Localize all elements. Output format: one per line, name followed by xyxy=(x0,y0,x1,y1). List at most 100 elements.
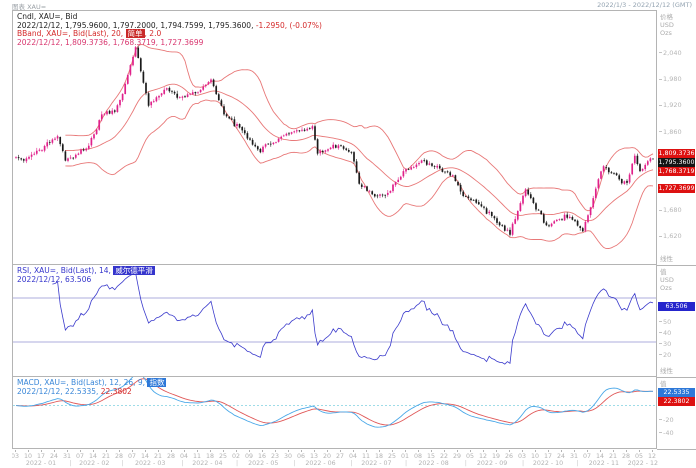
time-axis-tick xyxy=(470,450,471,452)
day-label: 27 xyxy=(335,453,344,460)
time-axis-tick xyxy=(639,450,640,452)
day-label: 19 xyxy=(491,453,500,460)
price-axis-value-badge: 1,795.3600 xyxy=(658,157,695,167)
month-separator: | xyxy=(69,460,72,467)
time-axis-tick xyxy=(379,450,380,452)
month-label: 2022 - 07 xyxy=(361,460,392,467)
month-label: 2022 - 06 xyxy=(305,460,336,467)
panel-divider xyxy=(657,377,696,378)
month-label: 2022 - 11 xyxy=(588,460,620,467)
price-axis-scale-label: 线性 xyxy=(660,255,673,263)
month-separator: | xyxy=(633,460,636,467)
date-range-label: 2022/1/3 - 2022/12/12 (GMT) xyxy=(597,1,692,9)
price-axis-tick-label: 1,620 xyxy=(659,232,682,240)
panel-divider xyxy=(657,265,696,266)
day-label: 31 xyxy=(62,453,71,460)
day-label: 21 xyxy=(101,453,110,460)
time-axis-tick xyxy=(223,450,224,452)
month-label: 2022 - 12 xyxy=(627,460,659,467)
time-axis-tick xyxy=(80,450,81,452)
day-label: 14 xyxy=(88,453,97,460)
macd-axis-value-badge: 22.5335 xyxy=(658,387,695,397)
time-axis-tick xyxy=(119,450,120,452)
rsi-legend: RSI, XAU=, Bid(Last), 14, 威尔德平滑 2022/12/… xyxy=(17,266,155,284)
time-axis-tick xyxy=(418,450,419,452)
time-axis-tick xyxy=(405,450,406,452)
time-axis-tick xyxy=(496,450,497,452)
bband-legend-title[interactable]: BBand, XAU=, Bid(Last), 20, 简单, 2.0 xyxy=(17,29,162,38)
time-axis-tick xyxy=(171,450,172,452)
rsi-axis-tick-label: 40 xyxy=(659,329,671,337)
day-label: 10 xyxy=(530,453,539,460)
rsi-panel[interactable]: RSI, XAU=, Bid(Last), 14, 威尔德平滑 2022/12/… xyxy=(12,265,657,377)
time-axis-tick xyxy=(613,450,614,452)
day-label: 28 xyxy=(166,453,175,460)
month-label: 2022 - 04 xyxy=(192,460,223,467)
day-label: 20 xyxy=(322,453,331,460)
price-axis-value-badge: 1,809.3736 xyxy=(658,148,695,158)
time-axis-tick xyxy=(314,450,315,452)
price-axis-tick-label: 1,860 xyxy=(659,128,682,136)
month-separator: | xyxy=(293,460,296,467)
month-separator: | xyxy=(405,460,408,467)
day-label: 11 xyxy=(192,453,201,460)
macd-axis[interactable]: 值 22.5335 22.3802 -20 -40 xyxy=(658,378,696,448)
rsi-legend-values[interactable]: 2022/12/12, 63.506 xyxy=(17,274,92,284)
macd-legend-values[interactable]: 2022/12/12, 22.5335, 22.3802 xyxy=(17,386,132,396)
time-axis-tick xyxy=(483,450,484,452)
bband-legend-values[interactable]: 2022/12/12, 1,809.3736, 1,768.3719, 1,72… xyxy=(17,37,204,47)
month-separator: | xyxy=(121,460,124,467)
time-axis-tick xyxy=(444,450,445,452)
time-axis-tick xyxy=(41,450,42,452)
time-axis-tick xyxy=(132,450,133,452)
day-label: 22 xyxy=(439,453,448,460)
rsi-axis-tick-label: 50 xyxy=(659,318,671,326)
macd-axis-caption: 值 xyxy=(660,380,667,388)
time-axis-tick xyxy=(249,450,250,452)
macd-legend: MACD, XAU=, Bid(Last), 12, 26, 9, 指数 202… xyxy=(17,378,167,396)
price-axis[interactable]: 价格 USD Ozs 线性 1,809.3736 1,795.3600 1,768.… xyxy=(658,11,696,264)
day-label: 14 xyxy=(595,453,604,460)
day-label: 08 xyxy=(413,453,422,460)
price-axis-value-badge: 1,727.3699 xyxy=(658,184,695,194)
price-chart-canvas[interactable] xyxy=(13,11,656,264)
time-axis-tick xyxy=(158,450,159,452)
candle-legend-title[interactable]: Cndl, XAU=, Bid xyxy=(17,12,78,21)
day-label: 17 xyxy=(36,453,45,460)
month-separator: | xyxy=(464,460,467,467)
rsi-axis[interactable]: 值 USD Ozs 线性 63.506 50 40 30 20 xyxy=(658,266,696,376)
price-panel[interactable]: Cndl, XAU=, Bid 2022/12/12, 1,795.9600, … xyxy=(12,10,657,265)
candle-legend-values[interactable]: 2022/12/12, 1,795.9600, 1,797.2000, 1,79… xyxy=(17,20,322,30)
time-axis-tick xyxy=(457,450,458,452)
time-axis-tick xyxy=(236,450,237,452)
time-axis-tick xyxy=(301,450,302,452)
day-label: 25 xyxy=(387,453,396,460)
time-axis-tick xyxy=(353,450,354,452)
time-axis[interactable]: 03 10 17 24 31 07 14 21 28 07 14 21 28 04 11 18 25 02 09 16… xyxy=(12,449,696,468)
day-label: 07 xyxy=(582,453,591,460)
window-title: 图表 XAU= xyxy=(12,3,47,11)
macd-chart-canvas[interactable] xyxy=(13,377,656,447)
rsi-axis-tick-label: 30 xyxy=(659,340,671,348)
macd-legend-title[interactable]: MACD, XAU=, Bid(Last), 12, 26, 9, 指数 xyxy=(17,378,167,387)
time-axis-tick xyxy=(535,450,536,452)
rsi-chart-canvas[interactable] xyxy=(13,265,656,375)
month-label: 2022 - 05 xyxy=(248,460,279,467)
day-label: 13 xyxy=(309,453,318,460)
day-label: 11 xyxy=(361,453,370,460)
price-legend: Cndl, XAU=, Bid 2022/12/12, 1,795.9600, … xyxy=(17,12,322,47)
day-label: 23 xyxy=(270,453,279,460)
day-label: 01 xyxy=(400,453,409,460)
day-label: 04 xyxy=(348,453,357,460)
month-label: 2022 - 03 xyxy=(135,460,166,467)
time-axis-tick xyxy=(509,450,510,452)
day-label: 21 xyxy=(608,453,617,460)
month-label: 2022 - 02 xyxy=(79,460,110,467)
time-axis-tick xyxy=(275,450,276,452)
time-axis-tick xyxy=(548,450,549,452)
macd-axis-tick-label: -40 xyxy=(659,429,674,437)
month-separator: | xyxy=(181,460,184,467)
rsi-legend-title[interactable]: RSI, XAU=, Bid(Last), 14, 威尔德平滑 xyxy=(17,266,155,275)
macd-panel[interactable]: MACD, XAU=, Bid(Last), 12, 26, 9, 指数 202… xyxy=(12,377,657,449)
month-label: 2022 - 09 xyxy=(476,460,508,467)
